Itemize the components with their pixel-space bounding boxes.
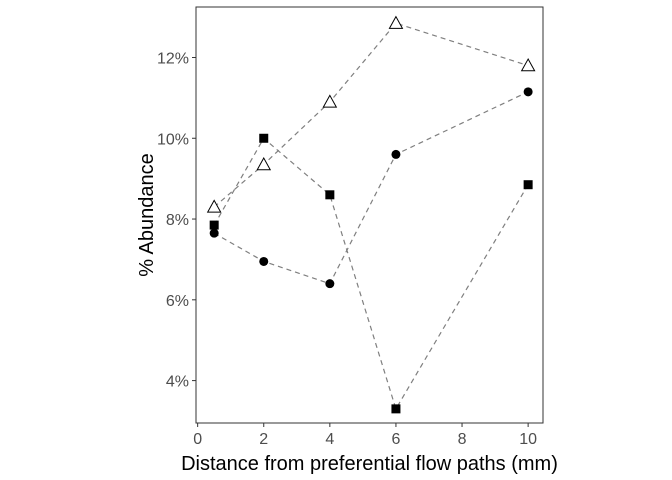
x-axis-title: Distance from preferential flow paths (m… (181, 453, 558, 475)
series-points (206, 15, 536, 414)
y-axis: 4% 6% 8% 10% 12% (157, 50, 196, 391)
y-axis-title: % Abundance (136, 153, 158, 276)
data-point-circle (209, 228, 219, 238)
data-point-square (391, 404, 401, 414)
data-point-square (523, 180, 533, 190)
data-point-triangle (256, 156, 272, 171)
data-point-square (209, 220, 219, 230)
y-tick-label: 10% (157, 131, 189, 148)
x-tick-label: 0 (193, 431, 202, 448)
y-tick-label: 8% (166, 212, 189, 229)
data-point-triangle (520, 58, 536, 72)
x-tick-label: 8 (458, 431, 467, 448)
data-point-circle (523, 87, 533, 97)
data-point-triangle (388, 15, 404, 29)
data-point-square (259, 133, 269, 143)
x-tick-label: 4 (325, 431, 334, 448)
y-tick-label: 4% (166, 374, 189, 391)
y-tick-label: 12% (157, 50, 189, 67)
x-axis: 0 2 4 6 8 10 (193, 423, 537, 448)
data-point-circle (259, 256, 269, 266)
series-line (213, 137, 529, 411)
data-point-square (325, 190, 335, 200)
data-point-triangle (206, 199, 222, 213)
data-point-circle (325, 279, 335, 289)
plot-panel (195, 6, 544, 424)
data-point-circle (391, 149, 401, 159)
x-tick-label: 6 (391, 431, 400, 448)
x-tick-label: 2 (259, 431, 268, 448)
y-tick-label: 6% (166, 293, 189, 310)
x-tick-label: 10 (519, 431, 537, 448)
data-point-triangle (322, 94, 338, 108)
